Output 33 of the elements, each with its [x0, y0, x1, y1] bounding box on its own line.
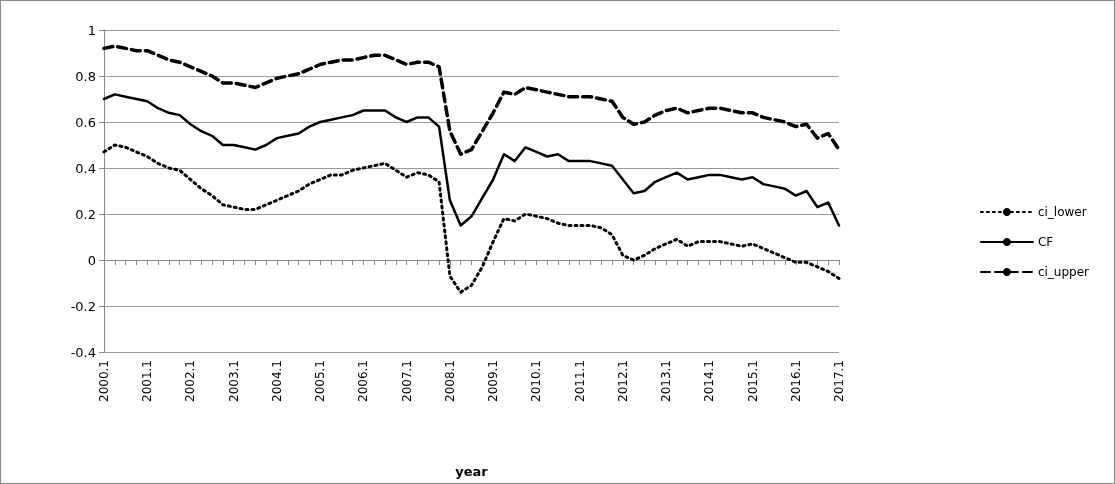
- x-tick-label: 2005.1: [313, 360, 328, 402]
- line-series: [102, 143, 841, 294]
- x-tick-label: 2001.1: [140, 360, 155, 402]
- x-tick-label: 2012.1: [615, 360, 630, 402]
- x-tick-label: 2008.1: [442, 360, 457, 402]
- x-tick-label: 2009.1: [486, 360, 501, 402]
- y-tick-label: 0: [87, 252, 96, 268]
- y-tick-label: -0.2: [70, 298, 96, 314]
- x-tick-label: 2007.1: [399, 360, 414, 402]
- legend-label: ci_upper: [1037, 265, 1090, 279]
- line-series: [102, 93, 841, 227]
- x-tick-label: 2017.1: [832, 360, 846, 402]
- x-tick-label: 2013.1: [659, 360, 674, 402]
- y-tick-label: -0.4: [70, 344, 96, 360]
- line-series: [102, 44, 841, 156]
- x-tick-label: 2003.1: [226, 360, 241, 402]
- x-tick-label: 2016.1: [788, 360, 803, 402]
- x-tick-label: 2004.1: [269, 360, 284, 402]
- y-tick-label: 1: [87, 22, 96, 38]
- y-tick-label: 0.4: [75, 160, 96, 176]
- x-tick-label: 2000.1: [97, 360, 111, 402]
- y-tick-label: 0.2: [75, 206, 96, 222]
- legend-label: CF: [1037, 235, 1054, 249]
- y-tick-label: 0.8: [75, 68, 96, 84]
- y-tick-label: 0.6: [75, 114, 96, 130]
- x-tick-label: 2014.1: [702, 360, 717, 402]
- x-tick-label: 2006.1: [356, 360, 371, 402]
- legend-label: ci_lower: [1037, 205, 1087, 219]
- x-tick-label: 2002.1: [183, 360, 198, 402]
- x-tick-label: 2010.1: [529, 360, 544, 402]
- x-axis-title: year: [455, 464, 489, 479]
- x-tick-label: 2015.1: [745, 360, 760, 402]
- x-tick-label: 2011.1: [572, 360, 587, 402]
